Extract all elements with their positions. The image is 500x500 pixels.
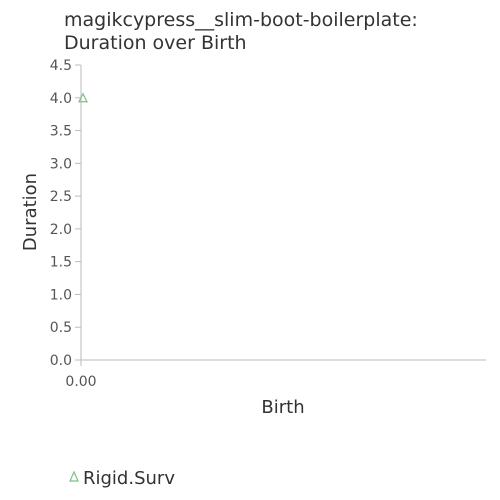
x-tick-label: 0.00 [65, 374, 96, 390]
data-point [78, 92, 88, 103]
legend: Rigid.Surv [69, 468, 175, 489]
y-tick-label: 3.5 [50, 124, 72, 140]
y-tick-label: 0.0 [50, 353, 72, 369]
y-tick-label: 0.5 [50, 320, 72, 336]
y-tick-label: 1.5 [50, 255, 72, 271]
y-axis-label: Duration [20, 173, 41, 251]
y-tick-label: 1.0 [50, 287, 72, 303]
legend-marker-triangle [69, 470, 79, 482]
y-tick-label: 4.0 [50, 91, 72, 107]
y-tick-label: 3.0 [50, 156, 72, 172]
y-tick-label: 2.5 [50, 189, 72, 205]
x-axis-ticks: 0.00 [65, 360, 97, 390]
y-tick-label: 2.0 [50, 222, 72, 238]
x-axis-label: Birth [261, 397, 304, 418]
y-axis-ticks: 0.0 0.5 1.0 1.5 2.0 2.5 3.0 3.5 4.0 4.5 [50, 58, 81, 369]
data-points [78, 92, 88, 103]
y-tick-label: 4.5 [50, 58, 72, 74]
legend-label: Rigid.Surv [83, 468, 175, 489]
chart-title-line-1: magikcypress__slim-boot-boilerplate: [64, 9, 418, 31]
chart-title-line-2: Duration over Birth [64, 32, 247, 54]
